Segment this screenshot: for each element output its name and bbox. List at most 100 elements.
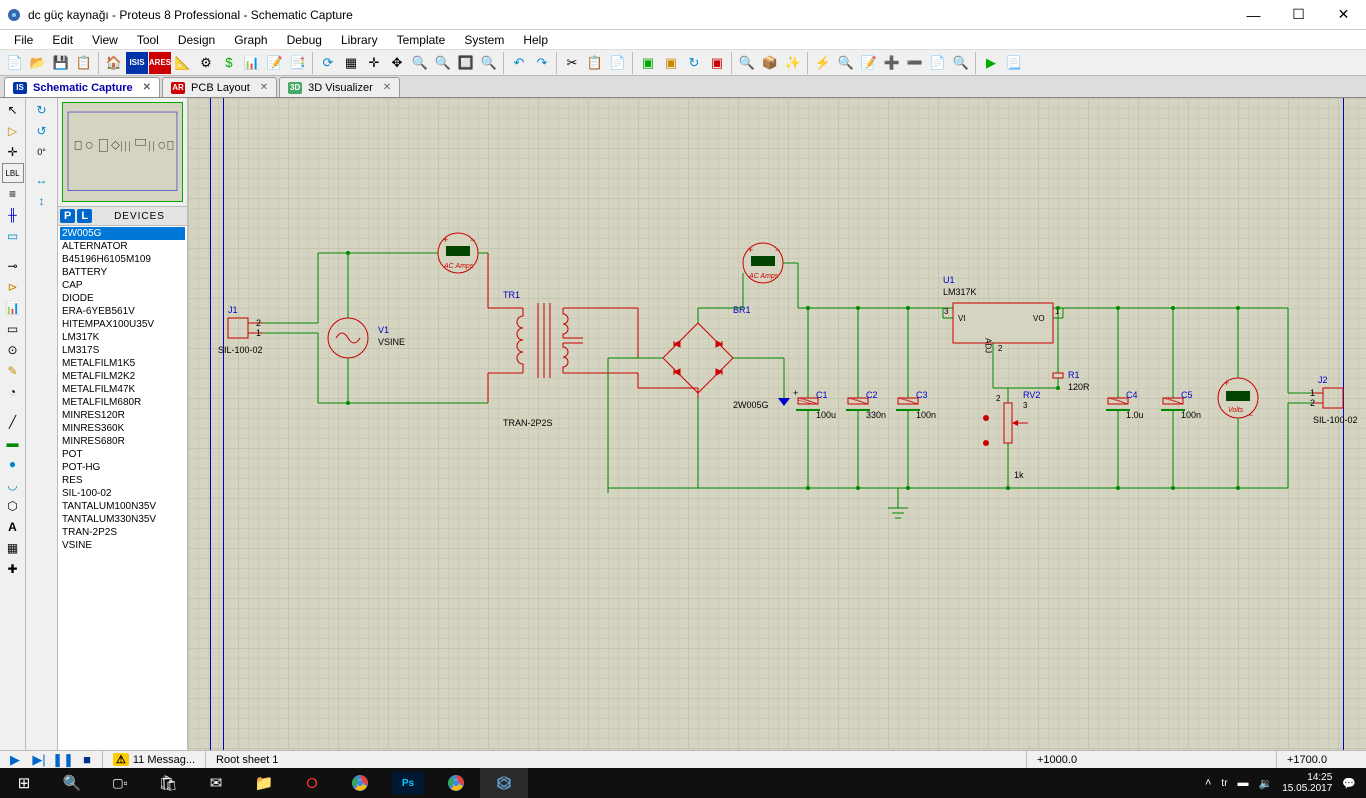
- home-button[interactable]: 🏠: [103, 52, 125, 74]
- menu-template[interactable]: Template: [389, 31, 454, 49]
- gerber-button[interactable]: ⚙: [195, 52, 217, 74]
- text-mode[interactable]: ≡: [2, 184, 24, 204]
- zoom-child-button[interactable]: 🔍: [950, 52, 972, 74]
- tray-notifications-icon[interactable]: 💬: [1342, 777, 1356, 790]
- graph-mode[interactable]: 📊: [2, 298, 24, 318]
- device-item[interactable]: TANTALUM100N35V: [60, 500, 185, 513]
- chrome-icon[interactable]: [336, 768, 384, 798]
- component-tr1[interactable]: TR1 TRAN-2P2S: [503, 290, 583, 428]
- device-item[interactable]: 2W005G: [60, 227, 185, 240]
- netlist-button[interactable]: 📃: [1003, 52, 1025, 74]
- opera-icon[interactable]: O: [288, 768, 336, 798]
- probe-mode[interactable]: ✎: [2, 361, 24, 381]
- arc-mode[interactable]: ◡: [2, 475, 24, 495]
- tab-pcb[interactable]: AR PCB Layout ✕: [162, 77, 277, 97]
- component-c5[interactable]: C5 100n: [1161, 306, 1201, 490]
- explorer-button[interactable]: 📊: [241, 52, 263, 74]
- proteus-icon[interactable]: [480, 768, 528, 798]
- sim-play[interactable]: ▶: [6, 753, 24, 767]
- tape-mode[interactable]: ▭: [2, 319, 24, 339]
- maximize-button[interactable]: ☐: [1276, 0, 1321, 29]
- component-v1[interactable]: V1 VSINE: [328, 251, 405, 405]
- schematic-button[interactable]: ISIS: [126, 52, 148, 74]
- redo-button[interactable]: ↷: [531, 52, 553, 74]
- sim-step[interactable]: ▶|: [30, 753, 48, 767]
- tab-pcb-close[interactable]: ✕: [260, 82, 268, 93]
- package-button[interactable]: 📦: [759, 52, 781, 74]
- erc-button[interactable]: ▶: [980, 52, 1002, 74]
- pin-mode[interactable]: ⊳: [2, 277, 24, 297]
- device-item[interactable]: METALFILM47K: [60, 383, 185, 396]
- block-delete-button[interactable]: ▣: [706, 52, 728, 74]
- device-item[interactable]: POT: [60, 448, 185, 461]
- menu-design[interactable]: Design: [170, 31, 223, 49]
- open-button[interactable]: 📂: [27, 52, 49, 74]
- photoshop-icon[interactable]: Ps: [392, 772, 424, 794]
- device-item[interactable]: POT-HG: [60, 461, 185, 474]
- device-item[interactable]: TRAN-2P2S: [60, 526, 185, 539]
- block-move-button[interactable]: ▣: [660, 52, 682, 74]
- save-button[interactable]: 💾: [50, 52, 72, 74]
- pcb-button[interactable]: ARES: [149, 52, 171, 74]
- component-rv2[interactable]: 3 2 RV2 1k: [983, 388, 1058, 490]
- flip-h[interactable]: ↔: [31, 170, 53, 190]
- menu-view[interactable]: View: [84, 31, 126, 49]
- menu-graph[interactable]: Graph: [226, 31, 275, 49]
- zoom-in-button[interactable]: 🔍: [409, 52, 431, 74]
- cut-button[interactable]: ✂: [561, 52, 583, 74]
- text2-mode[interactable]: A: [2, 517, 24, 537]
- device-item[interactable]: METALFILM1K5: [60, 357, 185, 370]
- device-item[interactable]: MINRES360K: [60, 422, 185, 435]
- copy-button[interactable]: 📋: [584, 52, 606, 74]
- selection-mode[interactable]: ↖: [2, 100, 24, 120]
- search-button-tb[interactable]: 🔍: [48, 768, 96, 798]
- chrome-icon-2[interactable]: [432, 768, 480, 798]
- sim-pause[interactable]: ❚❚: [54, 753, 72, 767]
- rotate-ccw[interactable]: ↺: [31, 121, 53, 141]
- tab-3d-close[interactable]: ✕: [383, 82, 391, 93]
- refresh-button[interactable]: ⟳: [317, 52, 339, 74]
- delete-sheet-button[interactable]: ➖: [904, 52, 926, 74]
- device-item[interactable]: DIODE: [60, 292, 185, 305]
- component-r1[interactable]: R1 120R: [1053, 306, 1090, 392]
- device-item[interactable]: VSINE: [60, 539, 185, 552]
- tray-network-icon[interactable]: ▬: [1238, 777, 1249, 789]
- paste-button[interactable]: 📄: [607, 52, 629, 74]
- goto-sheet-button[interactable]: 📄: [927, 52, 949, 74]
- generator-mode[interactable]: ⊙: [2, 340, 24, 360]
- undo-button[interactable]: ↶: [508, 52, 530, 74]
- sim-stop[interactable]: ■: [78, 753, 96, 767]
- explorer-icon[interactable]: 📁: [240, 768, 288, 798]
- taskview-button[interactable]: ▢▫: [96, 768, 144, 798]
- block-copy-button[interactable]: ▣: [637, 52, 659, 74]
- instrument-voltmeter[interactable]: + − Volts: [1218, 306, 1258, 490]
- tray-sound-icon[interactable]: 🔉: [1259, 777, 1273, 790]
- menu-library[interactable]: Library: [333, 31, 386, 49]
- menu-system[interactable]: System: [456, 31, 512, 49]
- grid-button[interactable]: ▦: [340, 52, 362, 74]
- wire-autoroute-button[interactable]: ⚡: [812, 52, 834, 74]
- junction-mode[interactable]: ✛: [2, 142, 24, 162]
- device-item[interactable]: RES: [60, 474, 185, 487]
- device-item[interactable]: ERA-6YEB561V: [60, 305, 185, 318]
- notes-button[interactable]: 📝: [264, 52, 286, 74]
- device-item[interactable]: TANTALUM330N35V: [60, 513, 185, 526]
- variants-button[interactable]: 📑: [287, 52, 309, 74]
- device-item[interactable]: MINRES120R: [60, 409, 185, 422]
- subcircuit-mode[interactable]: ▭: [2, 226, 24, 246]
- tray-lang[interactable]: tr: [1221, 778, 1227, 789]
- search-button[interactable]: 🔍: [835, 52, 857, 74]
- zoom-out-button[interactable]: 🔍: [432, 52, 454, 74]
- device-item[interactable]: SIL-100-02: [60, 487, 185, 500]
- new-button[interactable]: 📄: [4, 52, 26, 74]
- zoom-area-button[interactable]: 🔍: [478, 52, 500, 74]
- device-item[interactable]: MINRES680R: [60, 435, 185, 448]
- bus-mode[interactable]: ╫: [2, 205, 24, 225]
- property-button[interactable]: 📝: [858, 52, 880, 74]
- mail-icon[interactable]: ✉: [192, 768, 240, 798]
- device-item[interactable]: ALTERNATOR: [60, 240, 185, 253]
- box-mode[interactable]: ▬: [2, 433, 24, 453]
- device-item[interactable]: HITEMPAX100U35V: [60, 318, 185, 331]
- origin-button[interactable]: ✛: [363, 52, 385, 74]
- device-list[interactable]: 2W005GALTERNATORB45196H6105M109BATTERYCA…: [58, 226, 187, 750]
